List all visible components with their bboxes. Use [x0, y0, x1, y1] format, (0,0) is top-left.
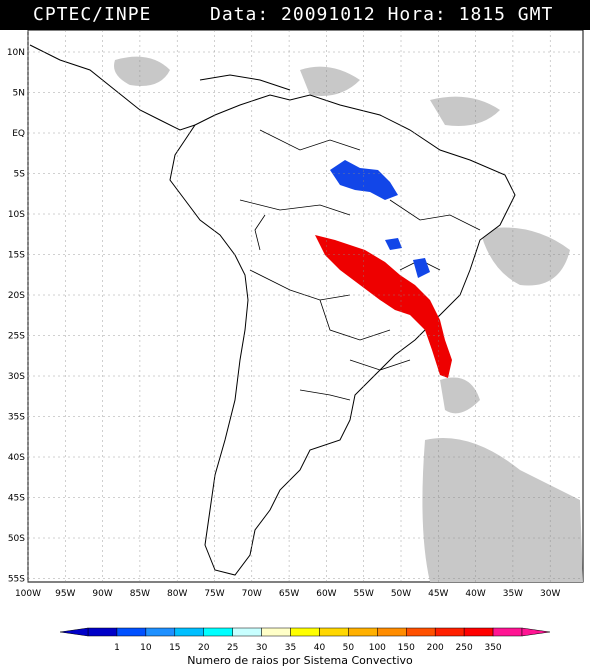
central-america-coast — [29, 44, 196, 131]
border-line — [254, 214, 266, 251]
latitude-label: EQ — [12, 129, 25, 139]
latitude-label: 50S — [8, 534, 25, 544]
colorbar-label: 30 — [256, 643, 268, 653]
colorbar-cell — [145, 627, 176, 637]
storm-system-blue — [413, 258, 430, 278]
longitude-label: 75W — [204, 589, 224, 599]
colorbar: 1 10 15 20 25 30 35 40 50 100 150 200 250 350 — [59, 627, 551, 653]
latitude-label: 10S — [8, 210, 25, 220]
colorbar-label: 15 — [169, 643, 180, 653]
colorbar-label: 1 — [114, 643, 120, 653]
colorbar-label: 200 — [427, 643, 444, 653]
colorbar-label: 50 — [343, 643, 355, 653]
latitude-label: 45S — [8, 494, 25, 504]
cloud-patch — [300, 66, 360, 96]
colorbar-cell — [261, 627, 291, 637]
border-line — [239, 199, 351, 216]
border-line — [259, 129, 361, 151]
longitude-label: 50W — [391, 589, 411, 599]
cloud-patch — [440, 377, 480, 414]
latitude-label: 25S — [8, 332, 25, 342]
colorbar-cell — [377, 627, 407, 637]
colorbar-cell — [492, 627, 523, 637]
longitude-label: 100W — [15, 589, 41, 599]
colorbar-label: 40 — [314, 643, 326, 653]
colorbar-cell — [232, 627, 262, 637]
latitude-label: 30S — [8, 372, 25, 382]
storm-system-blue — [330, 160, 398, 200]
colorbar-cell — [406, 627, 436, 637]
longitude-labels: 100W 95W 90W 85W 80W 75W 70W 65W 60W 55W 50W 45W 40W… — [15, 30, 560, 599]
border-line — [319, 299, 391, 341]
colorbar-title: Numero de raios por Sistema Convectivo — [187, 654, 413, 667]
coastline-layer — [29, 44, 516, 576]
colorbar-low-arrow — [59, 627, 89, 637]
storm-systems-layer — [315, 160, 452, 378]
colorbar-label: 20 — [198, 643, 210, 653]
border-line — [299, 389, 351, 401]
colorbar-high-arrow — [521, 627, 551, 637]
longitude-label: 65W — [279, 589, 299, 599]
caribbean-coast — [199, 74, 291, 91]
colorbar-cell — [116, 627, 147, 637]
storm-system-red — [315, 235, 452, 378]
latitude-labels: 10N 5N EQ 5S 10S 15S 20S 25S 30S 35S 40S 45S 50S 55S — [7, 48, 583, 585]
colorbar-cell — [203, 627, 233, 637]
colorbar-label: 150 — [398, 643, 415, 653]
cloud-patch — [480, 227, 570, 286]
latitude-label: 55S — [8, 575, 25, 585]
longitude-label: 35W — [503, 589, 523, 599]
longitude-label: 40W — [465, 589, 485, 599]
lightning-map: 10N5NEQ5S10S15S20S25S30S35S40S45S50S55S … — [7, 30, 584, 599]
border-line — [349, 359, 411, 371]
colorbar-cell — [174, 627, 204, 637]
colorbar-label: 10 — [140, 643, 152, 653]
latitude-label: 5S — [14, 170, 26, 180]
cloud-patch — [114, 56, 170, 86]
longitude-label: 95W — [55, 589, 75, 599]
cloud-patch — [430, 96, 500, 126]
south-america-coast — [169, 94, 516, 576]
colorbar-label: 35 — [285, 643, 296, 653]
colorbar-label: 250 — [456, 643, 473, 653]
latitude-label: 5N — [13, 89, 25, 99]
longitude-label: 90W — [92, 589, 112, 599]
border-line — [389, 199, 481, 231]
longitude-label: 45W — [428, 589, 448, 599]
longitude-label: 70W — [242, 589, 262, 599]
colorbar-cell — [348, 627, 378, 637]
latitude-label: 40S — [8, 453, 25, 463]
header-bar: CPTEC/INPE Data: 20091012 Hora: 1815 GMT — [0, 0, 590, 30]
colorbar-cell — [290, 627, 320, 637]
cloud-patch — [422, 438, 583, 582]
colorbar-label: 350 — [484, 643, 501, 653]
latitude-label: 35S — [8, 413, 25, 423]
colorbar-cell — [319, 627, 349, 637]
longitude-label: 85W — [130, 589, 150, 599]
date-hour-label: Data: 20091012 Hora: 1815 GMT — [210, 4, 554, 25]
longitude-label: 80W — [167, 589, 187, 599]
colorbar-cell — [87, 627, 118, 637]
latitude-label: 10N — [7, 48, 25, 58]
colorbar-cell — [463, 627, 494, 637]
colorbar-label: 100 — [369, 643, 386, 653]
longitude-label: 30W — [540, 589, 560, 599]
latitude-label: 15S — [8, 251, 25, 261]
latitude-label: 20S — [8, 291, 25, 301]
source-label: CPTEC/INPE — [33, 4, 152, 25]
longitude-label: 60W — [316, 589, 336, 599]
colorbar-label: 25 — [227, 643, 238, 653]
storm-system-blue — [385, 238, 402, 250]
colorbar-cell — [434, 627, 465, 637]
longitude-label: 55W — [354, 589, 374, 599]
